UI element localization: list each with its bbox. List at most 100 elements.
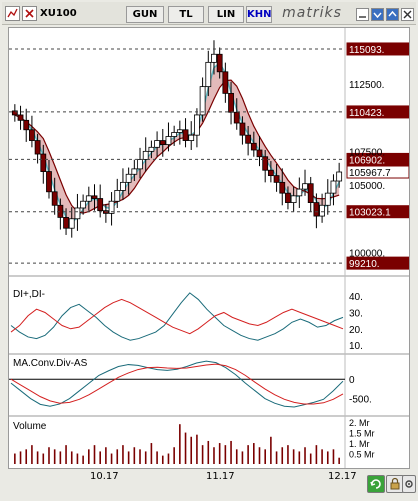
symbol-label[interactable]: XU100 xyxy=(40,8,77,19)
y-tick-label: 107500. xyxy=(349,147,385,158)
candle-body xyxy=(285,192,291,203)
di-tick-label: 40. xyxy=(349,292,363,303)
signal-line xyxy=(10,363,344,405)
price-tag-label: 105967.7 xyxy=(349,168,391,179)
candle-body xyxy=(256,149,263,158)
candle-body xyxy=(182,129,189,141)
candle-body xyxy=(165,136,172,146)
di-minus-line xyxy=(10,298,344,335)
minimize-icon[interactable] xyxy=(356,8,369,21)
chevron-down-icon[interactable] xyxy=(371,8,384,21)
price-tag-box xyxy=(346,105,409,119)
close-window-icon[interactable] xyxy=(401,8,414,21)
price-tag-label: 99210. xyxy=(349,259,380,270)
macd-panel-title: MA.Conv.Div-AS xyxy=(13,358,88,369)
price-tag-label: 103023.1 xyxy=(349,208,391,219)
price-tag-label: 110423. xyxy=(349,108,384,119)
toolbar: XU100 GUN TL LIN KHN matriks xyxy=(2,2,416,25)
candle-body xyxy=(324,192,331,206)
candle-body xyxy=(319,204,325,217)
lock-icon[interactable] xyxy=(386,475,404,493)
brand-logo: matriks xyxy=(282,5,342,21)
y-tick-label: 112500. xyxy=(349,80,384,91)
candle-body xyxy=(97,198,104,212)
candle-body xyxy=(302,183,308,190)
macd-line xyxy=(10,360,344,408)
candle-body xyxy=(313,202,320,217)
candle-body xyxy=(279,181,286,194)
volume-tick-label: 2. Mr xyxy=(349,418,370,428)
plot-area[interactable]: 115093. 110423. 106902. 105967.7 103023.1 992… xyxy=(8,27,410,469)
y-tick-label: 105000. xyxy=(349,181,385,192)
candle-body xyxy=(114,190,121,202)
candle-body xyxy=(222,71,229,94)
candle-body xyxy=(171,132,178,137)
price-tag-box xyxy=(346,152,409,166)
candle-body xyxy=(68,218,75,229)
candle-body xyxy=(11,110,18,116)
candle-body xyxy=(51,191,58,206)
settings-icon[interactable] xyxy=(402,475,416,493)
candle-body xyxy=(307,183,314,203)
volume-tick-label: 1.5 Mr xyxy=(349,429,375,439)
volume-panel-title: Volume xyxy=(13,421,47,432)
price-tag-label: 106902. xyxy=(349,155,385,166)
candle-body xyxy=(154,140,160,148)
chart-type-icon[interactable] xyxy=(5,6,20,21)
x-label-oct: 10.17 xyxy=(90,471,119,482)
candle-body xyxy=(336,171,343,182)
candle-body xyxy=(330,180,337,194)
candle-body xyxy=(296,188,303,197)
candle-body xyxy=(250,142,257,151)
candle-body xyxy=(63,217,69,229)
candle-body xyxy=(120,181,126,191)
candle-body xyxy=(46,171,52,193)
candle-body xyxy=(91,195,98,199)
candle-body xyxy=(176,129,183,133)
candle-body xyxy=(159,140,166,146)
close-symbol-icon[interactable] xyxy=(22,6,37,21)
period-gun-button[interactable]: GUN xyxy=(126,6,164,23)
volume-tick-label: 0.5 Mr xyxy=(349,450,375,460)
price-tag-box xyxy=(346,205,409,219)
candle-body xyxy=(273,175,280,183)
macd-tick-label: -500. xyxy=(349,395,372,406)
price-tag-box xyxy=(346,256,409,270)
chart-svg: 115093. 110423. 106902. 105967.7 103023.1 992… xyxy=(9,28,409,468)
candle-body xyxy=(108,200,115,214)
candle-body xyxy=(262,156,269,171)
candle-body xyxy=(74,207,81,220)
candle-body xyxy=(148,146,155,152)
candle-body xyxy=(290,195,297,203)
refresh-icon[interactable] xyxy=(367,475,385,493)
di-tick-label: 30. xyxy=(349,308,363,319)
candle-body xyxy=(17,114,24,121)
di-panel-title: DI+,DI- xyxy=(13,289,45,300)
candle-body xyxy=(194,114,200,136)
candle-body xyxy=(34,140,41,155)
price-tag-box xyxy=(346,42,409,56)
volume-tick-label: 1. Mr xyxy=(349,439,370,449)
candle-body xyxy=(233,111,240,124)
candle-body xyxy=(125,173,132,183)
x-label-nov: 11.17 xyxy=(206,471,235,482)
mode-khn-button[interactable]: KHN xyxy=(246,6,272,23)
candle-body xyxy=(216,53,223,73)
candle-body xyxy=(199,86,206,116)
scale-lin-button[interactable]: LIN xyxy=(208,6,244,23)
x-axis: 10.17 11.17 12.17 xyxy=(8,468,408,482)
candle-body xyxy=(205,61,212,88)
candle-body xyxy=(211,53,217,63)
candle-body xyxy=(23,119,30,131)
chevron-up-icon[interactable] xyxy=(386,8,399,21)
x-label-dec: 12.17 xyxy=(328,471,357,482)
candle-body xyxy=(245,134,252,144)
di-plus-line xyxy=(10,292,344,341)
macd-tick-label: 0 xyxy=(349,375,355,386)
candle-body xyxy=(239,122,246,136)
candle-body xyxy=(267,169,274,177)
price-tag-box xyxy=(346,165,409,179)
scale-tl-button[interactable]: TL xyxy=(168,6,204,23)
candles-group xyxy=(11,40,343,238)
